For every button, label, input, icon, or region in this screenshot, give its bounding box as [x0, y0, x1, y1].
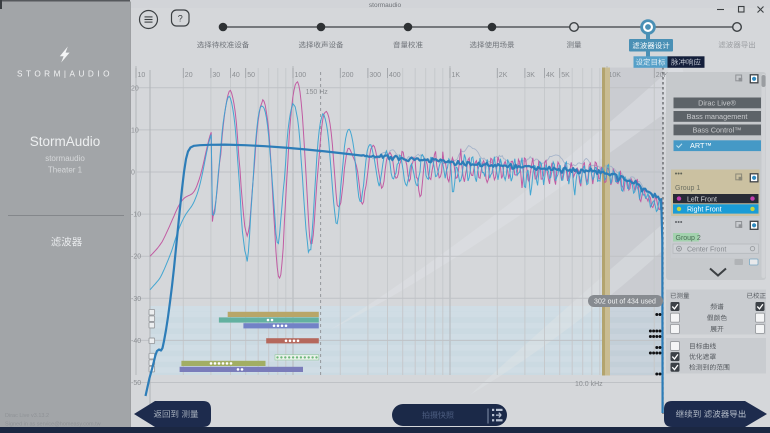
svg-text:10.0 kHz: 10.0 kHz	[575, 381, 603, 388]
svg-text:Group 1: Group 1	[675, 185, 700, 192]
svg-text:STORM|AUDIO: STORM|AUDIO	[17, 70, 113, 79]
svg-text:stormaudio: stormaudio	[45, 154, 85, 163]
svg-text:Bass management: Bass management	[687, 112, 748, 121]
svg-text:Signed in as service@homeasy.c: Signed in as service@homeasy.com.tw	[5, 422, 101, 428]
svg-text:150 Hz: 150 Hz	[306, 89, 329, 96]
svg-text:4K: 4K	[546, 72, 555, 79]
svg-text:stormaudio: stormaudio	[369, 2, 402, 9]
svg-text:-20: -20	[131, 254, 141, 261]
svg-text:0: 0	[131, 170, 135, 177]
svg-text:Group 2: Group 2	[676, 235, 701, 242]
svg-text:ART™: ART™	[690, 141, 712, 150]
svg-text:300: 300	[369, 72, 381, 79]
svg-text:20: 20	[185, 72, 193, 79]
svg-text:302 out of 434 used: 302 out of 434 used	[594, 299, 656, 306]
svg-text:10: 10	[138, 72, 146, 79]
svg-text:1K: 1K	[452, 72, 461, 79]
svg-text:20K: 20K	[656, 72, 669, 79]
svg-text:10K: 10K	[609, 72, 622, 79]
svg-text:StormAudio: StormAudio	[30, 134, 101, 149]
svg-text:20: 20	[131, 85, 139, 92]
svg-text:100: 100	[295, 72, 307, 79]
svg-text:200: 200	[342, 72, 354, 79]
svg-text:Bass Control™: Bass Control™	[692, 125, 741, 134]
svg-text:50: 50	[247, 72, 255, 79]
svg-text:-30: -30	[131, 296, 141, 303]
svg-text:Dirac Live v3.13.2: Dirac Live v3.13.2	[5, 413, 49, 419]
svg-text:-10: -10	[131, 212, 141, 219]
svg-text:Theater 1: Theater 1	[48, 166, 83, 175]
svg-text:-40: -40	[131, 338, 141, 345]
svg-text:5K: 5K	[561, 72, 570, 79]
svg-text:40: 40	[232, 72, 240, 79]
svg-text:?: ?	[178, 14, 183, 24]
svg-text:30: 30	[212, 72, 220, 79]
svg-text:10: 10	[131, 127, 139, 134]
svg-text:Left Front: Left Front	[687, 196, 717, 203]
svg-text:Center Front: Center Front	[687, 246, 726, 253]
svg-text:2K: 2K	[499, 72, 508, 79]
svg-text:3K: 3K	[526, 72, 535, 79]
svg-text:Dirac Live®: Dirac Live®	[698, 98, 736, 107]
svg-text:400: 400	[389, 72, 401, 79]
svg-text:-50: -50	[131, 380, 141, 387]
svg-text:Right Front: Right Front	[687, 207, 722, 214]
